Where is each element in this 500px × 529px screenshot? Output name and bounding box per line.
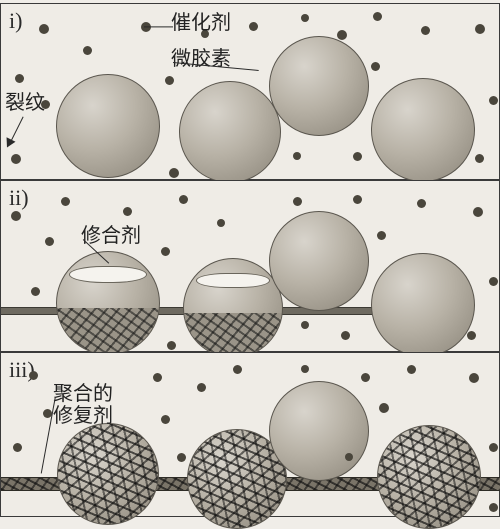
microcapsule-sphere <box>179 81 281 183</box>
catalyst-dot <box>373 12 382 21</box>
catalyst-dot <box>161 415 170 424</box>
catalyst-dot <box>489 96 498 105</box>
catalyst-dot <box>293 152 301 160</box>
catalyst-dot <box>301 321 309 329</box>
leader-line <box>144 26 173 27</box>
catalyst-dot <box>353 152 362 161</box>
catalyst-dot <box>61 197 70 206</box>
catalyst-dot <box>379 403 389 413</box>
catalyst-dot <box>341 331 350 340</box>
catalyst-dot <box>165 76 174 85</box>
catalyst-dot <box>153 373 162 382</box>
panel-label-i: i) <box>9 8 22 34</box>
catalyst-dot <box>337 30 347 40</box>
catalyst-dot <box>353 195 362 204</box>
annotation-label: 聚合的修复剂 <box>53 383 113 427</box>
catalyst-dot <box>467 331 476 340</box>
microcapsule-sphere <box>56 251 160 355</box>
microcapsule-sphere <box>377 425 481 529</box>
arrow-head-icon <box>3 137 16 150</box>
microcapsule-sphere <box>183 258 283 358</box>
microcapsule-sphere <box>269 36 369 136</box>
catalyst-dot <box>29 371 38 380</box>
catalyst-dot <box>489 503 498 512</box>
catalyst-dot <box>177 453 186 462</box>
catalyst-dot <box>169 168 179 178</box>
catalyst-dot <box>39 24 49 34</box>
annotation-label: 裂纹 <box>5 92 45 114</box>
catalyst-dot <box>11 154 21 164</box>
catalyst-dot <box>233 365 242 374</box>
catalyst-dot <box>83 46 92 55</box>
catalyst-dot <box>469 373 479 383</box>
catalyst-dot <box>361 373 370 382</box>
catalyst-dot <box>15 74 24 83</box>
catalyst-dot <box>293 197 302 206</box>
catalyst-dot <box>161 247 170 256</box>
microcapsule-sphere <box>56 74 160 178</box>
panel-ii: ii) 修合剂 <box>0 180 500 352</box>
catalyst-dot <box>371 62 380 71</box>
panel-i: i)催化剂微胶素裂纹 <box>0 3 500 180</box>
catalyst-dot <box>123 207 132 216</box>
annotation-label: 催化剂 <box>171 12 231 34</box>
microcapsule-sphere <box>57 423 159 525</box>
catalyst-dot <box>197 383 206 392</box>
catalyst-dot <box>417 199 426 208</box>
catalyst-dot <box>217 219 225 227</box>
catalyst-dot <box>167 341 176 350</box>
catalyst-dot <box>475 154 484 163</box>
catalyst-dot <box>11 211 21 221</box>
microcapsule-sphere <box>371 253 475 357</box>
microcapsule-sphere <box>371 78 475 182</box>
catalyst-dot <box>45 237 54 246</box>
catalyst-dot <box>249 22 258 31</box>
panel-iii: iii)聚合的修复剂 <box>0 352 500 517</box>
catalyst-dot <box>489 443 498 452</box>
catalyst-dot <box>179 195 188 204</box>
panel-label-ii: ii) <box>9 185 29 211</box>
catalyst-dot <box>489 277 498 286</box>
catalyst-dot <box>301 14 309 22</box>
microcapsule-sphere <box>269 211 369 311</box>
catalyst-dot <box>301 365 309 373</box>
catalyst-dot <box>31 287 40 296</box>
catalyst-dot <box>475 24 485 34</box>
microcapsule-sphere <box>269 381 369 481</box>
catalyst-dot <box>377 231 386 240</box>
catalyst-dot <box>13 443 22 452</box>
catalyst-dot <box>345 453 353 461</box>
catalyst-dot <box>421 26 430 35</box>
annotation-label: 修合剂 <box>81 225 141 247</box>
catalyst-dot <box>407 365 416 374</box>
catalyst-dot <box>473 207 483 217</box>
